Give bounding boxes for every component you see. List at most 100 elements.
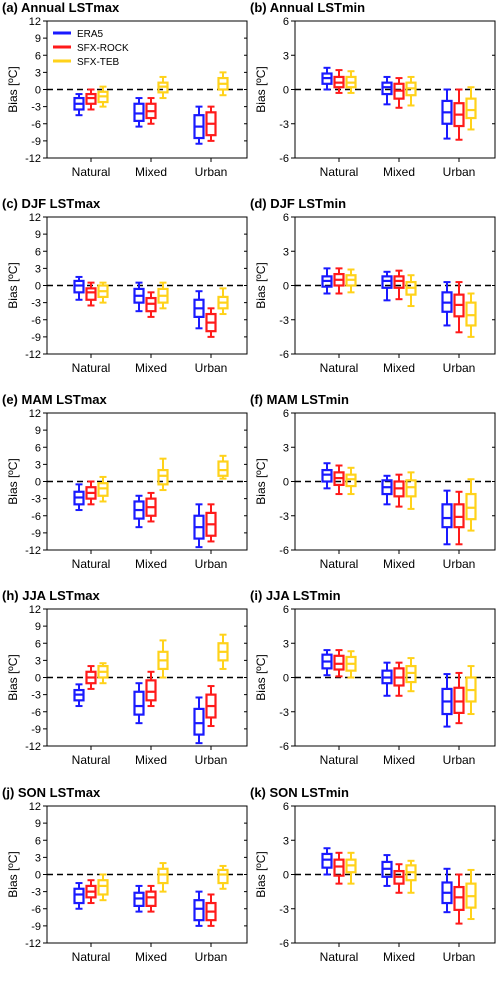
legend: ERA5 SFX-ROCK SFX-TEB <box>53 29 129 68</box>
y-tick-label: -12 <box>25 349 41 361</box>
box-sfx-rock-mixed <box>145 291 157 318</box>
box-sfx-rock-natural <box>85 480 97 506</box>
y-tick-label: -6 <box>31 315 41 327</box>
x-tick-label: Natural <box>320 557 359 571</box>
y-tick-label: -9 <box>31 528 41 540</box>
box-era5-mixed <box>381 75 393 106</box>
y-axis-label: Bias [ºC] <box>6 262 20 308</box>
box-sfx-teb-natural <box>345 650 357 679</box>
box-sfx-rock-urban <box>205 105 217 142</box>
box-iqr <box>441 503 453 529</box>
x-tick-label: Mixed <box>383 753 415 767</box>
box-sfx-rock-natural <box>333 851 345 885</box>
box-sfx-rock-natural <box>85 281 97 307</box>
box-sfx-rock-natural <box>85 879 97 905</box>
x-tick-label: Mixed <box>135 557 167 571</box>
y-tick-label: 3 <box>35 263 41 275</box>
box-iqr <box>157 867 169 885</box>
x-tick-label: Urban <box>443 361 476 375</box>
y-axis-label: Bias [ºC] <box>6 851 20 897</box>
box-sfx-rock-urban <box>453 873 465 925</box>
y-tick-label: 3 <box>283 835 289 847</box>
y-tick-label: 6 <box>35 246 41 258</box>
box-iqr <box>345 473 357 488</box>
box-sfx-teb-natural <box>345 851 357 885</box>
y-tick-label: 6 <box>283 801 289 813</box>
box-iqr <box>217 868 229 885</box>
y-tick-label: 12 <box>29 212 41 224</box>
y-tick-label: 0 <box>283 673 289 685</box>
box-sfx-teb-natural <box>97 85 109 108</box>
y-tick-label: 3 <box>35 655 41 667</box>
y-tick-label: 12 <box>29 604 41 616</box>
box-sfx-teb-natural <box>345 466 357 496</box>
y-tick-label: -3 <box>31 298 41 310</box>
box-sfx-teb-urban <box>465 665 477 716</box>
x-tick-label: Natural <box>320 165 359 179</box>
y-tick-label: -3 <box>279 315 289 327</box>
y-tick-label: 12 <box>29 408 41 420</box>
box-sfx-rock-mixed <box>145 97 157 125</box>
y-tick-label: 6 <box>283 212 289 224</box>
y-tick-label: 6 <box>35 442 41 454</box>
box-sfx-rock-urban <box>205 503 217 543</box>
x-tick-label: Mixed <box>135 753 167 767</box>
box-era5-natural <box>73 483 85 512</box>
box-iqr <box>73 279 85 294</box>
x-tick-label: Urban <box>443 557 476 571</box>
y-tick-label: -3 <box>31 494 41 506</box>
y-tick-label: -3 <box>279 511 289 523</box>
y-axis-label: Bias [ºC] <box>254 262 268 308</box>
x-tick-label: Urban <box>195 950 228 964</box>
y-tick-label: 0 <box>35 870 41 882</box>
box-era5-urban <box>441 88 453 140</box>
panel-title: (i) JJA LSTmin <box>250 588 341 603</box>
box-sfx-teb-natural <box>97 662 109 685</box>
box-iqr <box>73 887 85 905</box>
x-tick-label: Urban <box>195 361 228 375</box>
y-tick-label: 9 <box>35 621 41 633</box>
panel-title: (j) SON LSTmax <box>2 785 101 800</box>
box-sfx-teb-natural <box>345 70 357 94</box>
y-tick-label: 3 <box>283 246 289 258</box>
box-sfx-teb-mixed <box>157 862 169 893</box>
x-tick-label: Natural <box>72 950 111 964</box>
box-sfx-rock-urban <box>453 490 465 546</box>
y-tick-label: 9 <box>35 33 41 45</box>
box-era5-urban <box>193 696 205 745</box>
y-tick-label: -3 <box>279 707 289 719</box>
y-tick-label: 0 <box>283 870 289 882</box>
y-tick-label: 6 <box>283 604 289 616</box>
y-tick-label: 12 <box>29 16 41 28</box>
x-tick-label: Mixed <box>135 361 167 375</box>
x-tick-label: Mixed <box>383 361 415 375</box>
panel-title: (k) SON LSTmin <box>250 785 349 800</box>
y-tick-label: 6 <box>35 50 41 62</box>
y-axis-label: Bias [ºC] <box>254 654 268 700</box>
box-sfx-rock-mixed <box>145 491 157 523</box>
x-tick-label: Urban <box>195 557 228 571</box>
box-iqr <box>405 664 417 684</box>
y-tick-label: -6 <box>279 545 289 557</box>
y-tick-label: -3 <box>31 887 41 899</box>
box-sfx-teb-natural <box>97 475 109 503</box>
box-era5-mixed <box>381 854 393 887</box>
box-sfx-teb-mixed <box>405 75 417 107</box>
x-tick-label: Natural <box>320 753 359 767</box>
x-tick-label: Urban <box>443 950 476 964</box>
y-tick-label: -3 <box>31 102 41 114</box>
box-era5-mixed <box>133 97 145 128</box>
box-iqr <box>465 97 477 120</box>
x-tick-label: Natural <box>320 950 359 964</box>
y-tick-label: -6 <box>31 904 41 916</box>
panel-title: (d) DJF LSTmin <box>250 196 346 211</box>
y-tick-label: 0 <box>35 85 41 97</box>
y-tick-label: 6 <box>35 835 41 847</box>
box-sfx-teb-natural <box>345 268 357 294</box>
panel-title: (b) Annual LSTmin <box>250 0 365 15</box>
box-sfx-rock-urban <box>453 281 465 334</box>
x-tick-label: Natural <box>72 557 111 571</box>
